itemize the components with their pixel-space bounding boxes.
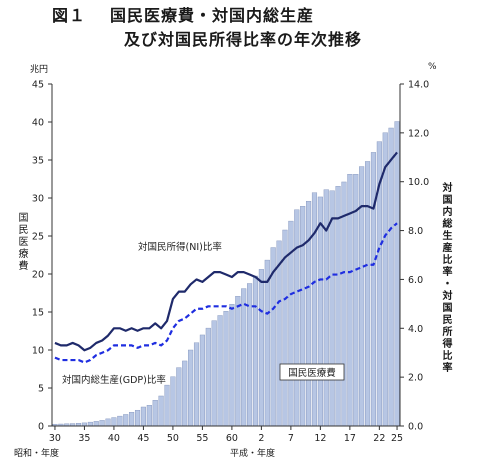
bar: [341, 181, 347, 427]
bar: [329, 190, 335, 427]
x-tick-label: 60: [226, 433, 238, 444]
bar: [158, 395, 164, 427]
right-tick-label: 4.0: [408, 324, 423, 335]
bar: [394, 121, 400, 427]
bar: [199, 334, 205, 427]
x-tick-label: 25: [391, 433, 403, 444]
bar: [300, 206, 306, 427]
bar: [276, 240, 282, 427]
bar: [99, 420, 105, 427]
bar: [117, 415, 123, 427]
x-tick-label: 30: [49, 433, 61, 444]
bar: [317, 196, 323, 427]
bar: [264, 259, 270, 427]
bar: [111, 417, 117, 427]
chart-title: 図１ 国民医療費・対国内総生産 及び対国民所得比率の年次推移: [52, 4, 452, 52]
x-tick-label: 2: [258, 433, 264, 444]
bar: [193, 342, 200, 427]
ni-ratio-line: [54, 151, 398, 352]
bar: [105, 418, 111, 427]
bar: [211, 320, 217, 427]
bar: [129, 412, 135, 427]
bar: [335, 186, 341, 427]
right-tick-label: 6.0: [408, 275, 423, 286]
bar-series: [52, 121, 400, 427]
left-axis-title: 国民医療費: [16, 212, 27, 272]
left-tick-label: 45: [32, 80, 44, 91]
era-showa-label: 昭和・年度: [14, 449, 60, 459]
axes-group: 0 5 10 15 20 25 30 35 40 45 0.0 2.0 4.0 6.0 8.0 10.0 12.…: [32, 80, 429, 445]
bar: [152, 400, 158, 427]
x-tick-label: 22: [373, 433, 385, 444]
left-unit-label: 兆円: [30, 65, 49, 75]
bar: [123, 414, 129, 427]
x-tick-label: 12: [314, 433, 326, 444]
left-tick-label: 35: [32, 156, 44, 167]
bar: [146, 405, 152, 427]
bar: [370, 152, 377, 427]
bar: [294, 209, 300, 427]
gdp-ratio-annotation: 対国内総生産(GDP)比率: [62, 374, 166, 386]
x-tick-label: 50: [167, 433, 179, 444]
medical-cost-annotation: 国民医療費: [288, 367, 336, 379]
title-line-2: 及び対国民所得比率の年次推移: [124, 30, 363, 49]
bar: [170, 376, 176, 427]
bar: [382, 132, 388, 427]
left-tick-label: 25: [32, 232, 44, 243]
right-axis-title: 対国内総生産比率・対国民所得比率: [440, 182, 451, 374]
x-tick-label: 35: [78, 433, 90, 444]
figure-number: 図１: [52, 6, 87, 25]
right-tick-label: 8.0: [408, 226, 423, 237]
right-tick-label: 12.0: [408, 128, 429, 139]
bar: [365, 161, 371, 427]
right-tick-label: 0.0: [408, 422, 423, 433]
x-tick-label: 45: [137, 433, 149, 444]
left-tick-label: 40: [32, 118, 44, 129]
ni-ratio-annotation: 対国民所得(NI)比率: [138, 241, 222, 253]
left-tick-label: 5: [38, 384, 44, 395]
left-tick-label: 20: [32, 270, 44, 281]
era-heisei-label: 平成・年度: [230, 449, 276, 459]
bar: [306, 200, 312, 427]
x-tick-label: 17: [344, 433, 356, 444]
bar: [182, 360, 188, 427]
left-tick-label: 30: [32, 194, 44, 205]
bar: [176, 367, 182, 427]
title-line-1: 国民医療費・対国内総生産: [110, 6, 315, 25]
gdp-ratio-line: [54, 222, 398, 364]
bar: [217, 315, 223, 427]
bar: [93, 421, 99, 427]
line-series: [54, 151, 398, 364]
right-tick-label: 10.0: [408, 177, 429, 188]
bar: [311, 192, 318, 427]
bar: [223, 311, 229, 427]
bar: [241, 288, 247, 427]
right-tick-label: 14.0: [408, 80, 429, 91]
left-tick-label: 0: [38, 422, 44, 433]
medical-cost-label-box: [279, 363, 345, 381]
bar: [229, 304, 235, 427]
left-tick-label: 10: [32, 346, 44, 357]
bar: [235, 296, 241, 427]
bar: [252, 275, 259, 427]
left-tick-label: 15: [32, 308, 44, 319]
bar: [188, 349, 194, 427]
bar: [140, 406, 146, 427]
bar: [87, 421, 93, 427]
bar: [164, 384, 170, 427]
x-tick-label: 55: [196, 433, 208, 444]
x-tick-label: 7: [288, 433, 294, 444]
bar: [258, 269, 264, 427]
bar: [134, 409, 141, 427]
right-unit-label: %: [428, 62, 437, 72]
x-tick-label: 40: [108, 433, 120, 444]
bar: [205, 327, 211, 427]
right-tick-label: 2.0: [408, 373, 423, 384]
bar: [388, 127, 394, 427]
